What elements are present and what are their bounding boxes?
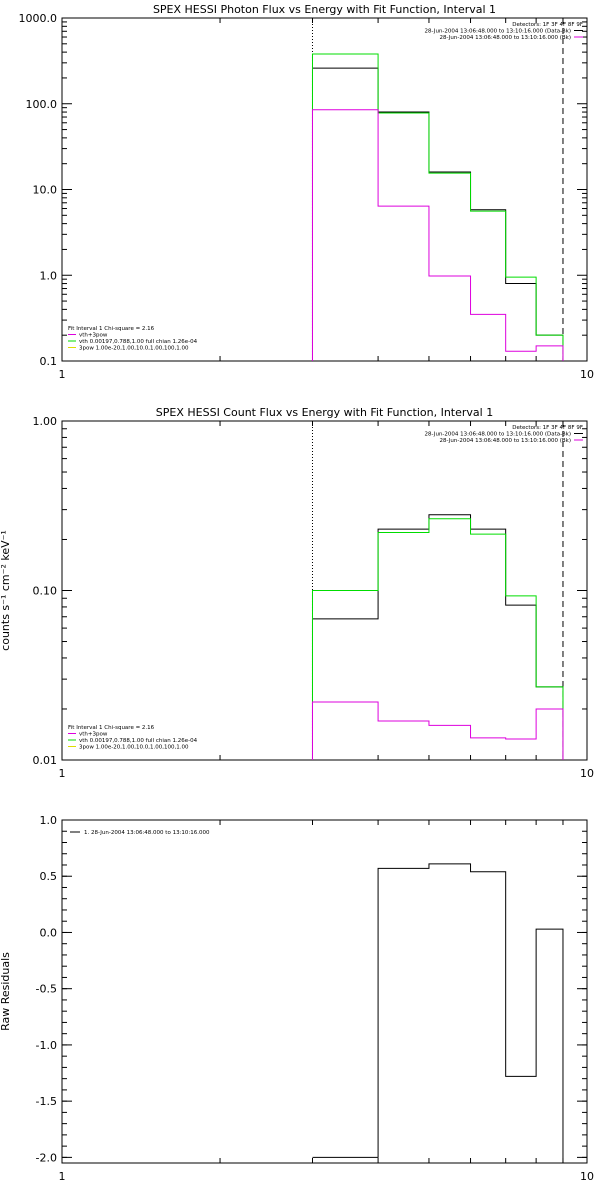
y-tick-label: -2.0: [36, 1151, 57, 1164]
series-line-1: [311, 514, 564, 760]
y-tick-label: 100.0: [26, 98, 58, 111]
y-tick-label: 1000.0: [19, 12, 58, 25]
chart-title: SPEX HESSI Photon Flux vs Energy with Fi…: [153, 3, 496, 16]
y-tick-label: -1.5: [36, 1095, 57, 1108]
series-line-3: [311, 701, 564, 760]
x-tick-label: 10: [580, 368, 594, 381]
y-tick-label: 0.5: [40, 870, 58, 883]
x-tick-label: 1: [59, 1170, 66, 1183]
x-tick-label: 1: [59, 368, 66, 381]
fit-legend-entry: vth+3pow: [79, 732, 108, 738]
fit-legend-entry: vth+3pow: [79, 333, 108, 339]
y-axis-label: Raw Residuals: [0, 952, 12, 1031]
fit-legend-entry: 3pow 1.00e-20,1.00,10.0,1.00,100,1.00: [79, 346, 189, 352]
panel-3: 1 10 1.0 0.5 0.0 -0.5 -1.0 -1.5 -2.0 Raw Residual…: [0, 814, 594, 1183]
y-tick-label: 1.00: [33, 415, 58, 428]
legend-entry: 28-Jun-2004 13:06:48.000 to 13:10:16.000…: [439, 35, 571, 41]
y-tick-label: 0.0: [40, 926, 58, 939]
series-line-3: [311, 109, 564, 361]
fit-legend-entry: 3pow 1.00e-20,1.00,10.0,1.00,100,1.00: [79, 745, 189, 751]
plot-frame: [61, 17, 588, 362]
series-line-1: [311, 67, 564, 361]
panel-1: SPEX HESSI Photon Flux vs Energy with Fi…: [19, 3, 595, 381]
x-tick-label: 1: [59, 767, 66, 780]
y-tick-label: 1.0: [40, 269, 58, 282]
series-line-1: [312, 863, 564, 1163]
y-tick-label: 10.0: [33, 184, 58, 197]
y-tick-label: -0.5: [36, 983, 57, 996]
series-line-2: [311, 53, 564, 361]
legend-entry: 28-Jun-2004 13:06:48.000 to 13:10:16.000…: [439, 438, 571, 444]
chart-title: SPEX HESSI Count Flux vs Energy with Fit…: [156, 406, 493, 419]
legend-entry: Detectors: 1F 3F 4F 8F 9F: [512, 22, 583, 28]
panel-2: SPEX HESSI Count Flux vs Energy with Fit…: [0, 406, 594, 780]
fit-legend-title: Fit Interval 1 Chi-square = 2.16: [68, 326, 155, 332]
y-tick-label: 0.1: [40, 355, 58, 368]
y-axis-label: counts s⁻¹ cm⁻² keV⁻¹: [0, 530, 12, 651]
legend-entry: 28-Jun-2004 13:06:48.000 to 13:10:16.000…: [425, 432, 571, 438]
fit-legend-entry: vth 0.00197,0.788,1.00 full chian 1.26e-…: [79, 738, 198, 744]
x-tick-label: 10: [580, 1170, 594, 1183]
legend-entry: 1. 28-Jun-2004 13:06:48.000 to 13:10:16.…: [84, 830, 210, 836]
y-tick-label: 0.10: [33, 585, 58, 598]
y-tick-label: 0.01: [33, 754, 58, 767]
legend-entry: Detectors: 1F 3F 4F 8F 9F: [512, 425, 583, 431]
series-line-2: [311, 518, 564, 760]
fit-legend-title: Fit Interval 1 Chi-square = 2.16: [68, 725, 155, 731]
fit-legend-entry: vth 0.00197,0.788,1.00 full chian 1.26e-…: [79, 339, 198, 345]
x-tick-label: 10: [580, 767, 594, 780]
plot-frame: [61, 819, 588, 1164]
legend-entry: 28-Jun-2004 13:06:48.000 to 13:10:16.000…: [425, 29, 571, 35]
y-tick-label: 1.0: [40, 814, 58, 827]
y-tick-label: -1.0: [36, 1039, 57, 1052]
